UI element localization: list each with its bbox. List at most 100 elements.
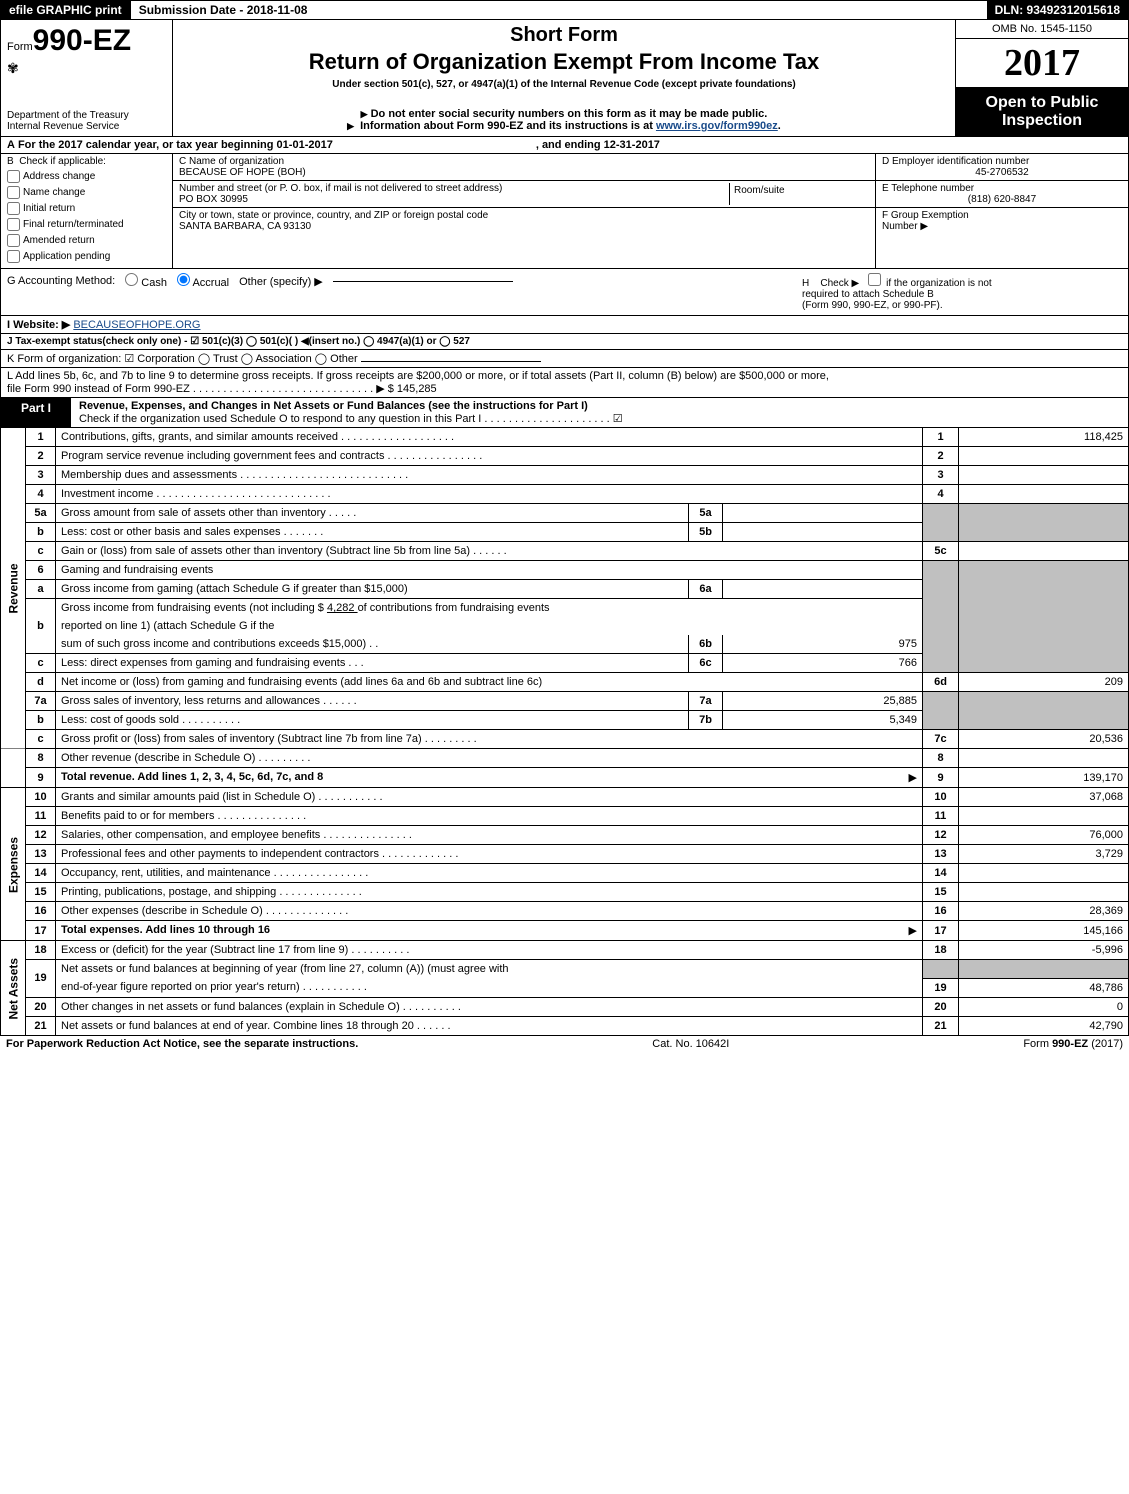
r19-d1: Net assets or fund balances at beginning… (56, 960, 923, 979)
r6a-n: a (26, 580, 56, 599)
r7b-d: Less: cost of goods sold . . . . . . . .… (56, 711, 689, 730)
r18-amt: -5,996 (959, 941, 1129, 960)
info-link[interactable]: www.irs.gov/form990ez (656, 120, 778, 132)
r7c-idx: 7c (923, 730, 959, 749)
r4-n: 4 (26, 485, 56, 504)
cb-final-return[interactable] (7, 218, 20, 231)
r8-idx: 8 (923, 749, 959, 768)
footer-right-suffix: (2017) (1088, 1038, 1123, 1050)
r6d-d: Net income or (loss) from gaming and fun… (56, 673, 923, 692)
r14-n: 14 (26, 864, 56, 883)
efile-print-button[interactable]: efile GRAPHIC print (1, 1, 130, 19)
r7b-n: b (26, 711, 56, 730)
r5b-d: Less: cost or other basis and sales expe… (56, 523, 689, 542)
cb-amended-return[interactable] (7, 234, 20, 247)
r19-n: 19 (26, 960, 56, 998)
omb-number: OMB No. 1545-1150 (956, 20, 1128, 39)
b-item-4: Amended return (23, 235, 95, 246)
h-t4: (Form 990, 990-EZ, or 990-PF). (802, 300, 943, 311)
g-cash: Cash (141, 277, 167, 289)
side-rev-end (1, 749, 26, 788)
d-grp-num: Number ▶ (882, 221, 1122, 232)
form-number: 990-EZ (33, 24, 131, 57)
r20-idx: 20 (923, 997, 959, 1016)
row-j: J Tax-exempt status(check only one) - ☑ … (0, 334, 1129, 350)
col-b: B Check if applicable: Address change Na… (1, 154, 173, 268)
r7b-sv: 5,349 (723, 711, 923, 730)
r5b-n: b (26, 523, 56, 542)
r12-amt: 76,000 (959, 826, 1129, 845)
r6b-sn: 6b (689, 635, 723, 654)
h-t2: if the organization is not (886, 278, 992, 289)
r9-arrow: ▶ (909, 771, 917, 784)
r1-d: Contributions, gifts, grants, and simila… (56, 428, 923, 447)
r16-n: 16 (26, 902, 56, 921)
h-label: H (802, 278, 809, 289)
info-prefix: Information about Form 990-EZ and its in… (360, 120, 656, 132)
r6d-n: d (26, 673, 56, 692)
cb-application-pending[interactable] (7, 250, 20, 263)
cb-initial-return[interactable] (7, 202, 20, 215)
r7b-sn: 7b (689, 711, 723, 730)
r3-amt (959, 466, 1129, 485)
i-label: I Website: ▶ (7, 319, 70, 331)
g-other: Other (specify) ▶ (239, 275, 323, 288)
header-left: Form990-EZ ✾ Department of the Treasury … (1, 20, 173, 136)
r7a-sv: 25,885 (723, 692, 923, 711)
r4-idx: 4 (923, 485, 959, 504)
r6b-sv: 975 (723, 635, 923, 654)
r17-dtext: Total expenses. Add lines 10 through 16 (61, 924, 270, 936)
open-line2: Inspection (960, 112, 1124, 130)
d-tel-val: (818) 620-8847 (882, 194, 1122, 205)
r4-d: Investment income . . . . . . . . . . . … (56, 485, 923, 504)
form-prefix: Form (7, 41, 33, 53)
r6-n: 6 (26, 561, 56, 580)
rb-cash[interactable] (125, 273, 138, 286)
dln: DLN: 93492312015618 (987, 1, 1128, 19)
side-expenses: Expenses (1, 788, 26, 941)
r13-idx: 13 (923, 845, 959, 864)
open-to-public: Open to Public Inspection (956, 88, 1128, 136)
r14-amt (959, 864, 1129, 883)
r18-n: 18 (26, 941, 56, 960)
r9-n: 9 (26, 768, 56, 788)
r14-d: Occupancy, rent, utilities, and maintena… (56, 864, 923, 883)
form-page: efile GRAPHIC print Submission Date - 20… (0, 0, 1129, 1052)
r7c-d: Gross profit or (loss) from sales of inv… (56, 730, 923, 749)
row-l: L Add lines 5b, 6c, and 7b to line 9 to … (0, 368, 1129, 398)
r6d-amt: 209 (959, 673, 1129, 692)
r17-n: 17 (26, 921, 56, 941)
row-k: K Form of organization: ☑ Corporation ◯ … (0, 350, 1129, 368)
b-item-3: Final return/terminated (23, 219, 124, 230)
r13-d: Professional fees and other payments to … (56, 845, 923, 864)
row-a: A For the 2017 calendar year, or tax yea… (0, 137, 1129, 154)
part1-tab: Part I (1, 398, 71, 427)
footer-mid: Cat. No. 10642I (652, 1038, 729, 1050)
label-b: B (7, 156, 14, 167)
r6b-d1: Gross income from fundraising events (no… (56, 599, 923, 618)
b-item-5: Application pending (23, 251, 110, 262)
info-link-line: Information about Form 990-EZ and its in… (181, 120, 947, 132)
cb-address-change[interactable] (7, 170, 20, 183)
d-ein-label: D Employer identification number (882, 156, 1122, 167)
r10-amt: 37,068 (959, 788, 1129, 807)
k-other-input[interactable] (361, 361, 541, 362)
block-bcd: B Check if applicable: Address change Na… (0, 154, 1129, 269)
b-check-label: Check if applicable: (19, 156, 106, 167)
r3-n: 3 (26, 466, 56, 485)
rb-accrual[interactable] (177, 273, 190, 286)
c-name-val: BECAUSE OF HOPE (BOH) (179, 167, 869, 178)
r12-n: 12 (26, 826, 56, 845)
r9-amt: 139,170 (959, 768, 1129, 788)
r17-arrow: ▶ (909, 924, 917, 937)
r19-d2: end-of-year figure reported on prior yea… (56, 978, 923, 997)
r6b-u: 4,282 (327, 602, 358, 614)
cb-schedule-b[interactable] (868, 273, 881, 286)
l-text2: file Form 990 instead of Form 990-EZ . .… (7, 382, 1122, 395)
r2-amt (959, 447, 1129, 466)
website-link[interactable]: BECAUSEOFHOPE.ORG (73, 319, 200, 331)
g-other-input[interactable] (333, 281, 513, 282)
cb-name-change[interactable] (7, 186, 20, 199)
c-street-label: Number and street (or P. O. box, if mail… (179, 183, 729, 194)
r7a-n: 7a (26, 692, 56, 711)
